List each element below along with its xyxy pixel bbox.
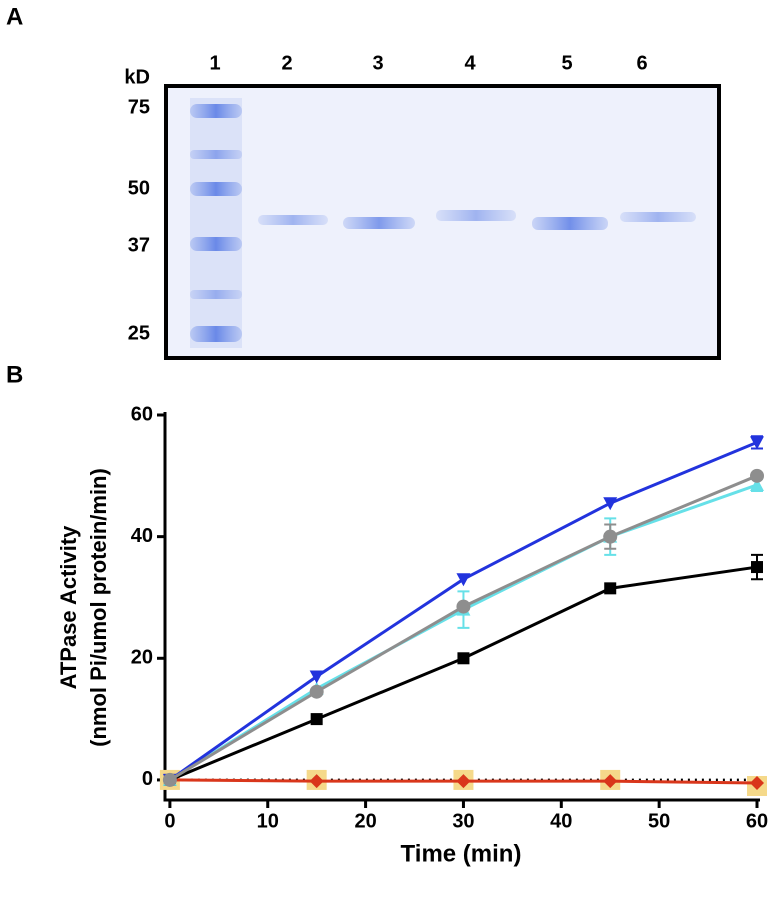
data-point	[604, 582, 617, 595]
ladder-band	[190, 182, 242, 196]
gel-marker-label: 37	[128, 234, 150, 256]
data-point	[457, 652, 470, 665]
data-point	[751, 561, 763, 574]
sample-band	[436, 210, 516, 221]
x-tick-label: 30	[452, 810, 474, 832]
gel-unit: kD	[124, 66, 150, 88]
data-point	[750, 468, 764, 483]
sample-band	[343, 217, 415, 229]
data-point	[603, 774, 618, 789]
data-point	[310, 713, 323, 726]
ladder-band	[190, 326, 242, 342]
y-axis-title: ATPase Activity	[56, 525, 81, 690]
lane-label: 4	[464, 52, 476, 74]
x-tick-label: 60	[746, 810, 768, 832]
x-tick-label: 50	[648, 810, 670, 832]
x-tick-label: 0	[164, 810, 175, 832]
ladder-band	[190, 104, 242, 118]
y-tick-label: 60	[131, 403, 153, 425]
x-tick-label: 20	[354, 810, 376, 832]
y-axis-title: (nmol Pi/umol protein/min)	[86, 468, 111, 747]
x-axis-title: Time (min)	[401, 840, 522, 867]
ladder-band	[190, 290, 242, 299]
sample-band	[258, 215, 328, 225]
sample-band	[620, 212, 696, 222]
data-point	[309, 684, 324, 699]
ladder-band	[190, 150, 242, 159]
panel-label: B	[6, 361, 23, 388]
series-line	[169, 483, 758, 782]
sample-band	[532, 217, 608, 230]
data-point	[309, 670, 324, 684]
data-point	[309, 774, 324, 789]
gel-marker-label: 25	[128, 322, 150, 344]
lane-label: 1	[209, 52, 220, 74]
lane-label: 5	[561, 52, 572, 74]
gel-marker-label: 50	[128, 177, 150, 199]
lane-label: 2	[281, 52, 292, 74]
data-point	[603, 497, 618, 511]
data-point	[162, 772, 177, 787]
panel-label: A	[6, 3, 23, 30]
data-point	[456, 599, 471, 614]
gel	[164, 84, 721, 360]
data-point	[603, 529, 618, 544]
data-point	[456, 774, 471, 789]
y-tick-label: 40	[131, 525, 153, 547]
data-point	[750, 436, 764, 450]
data-point	[456, 573, 471, 587]
data-point	[750, 775, 764, 790]
gel-marker-label: 75	[128, 96, 150, 118]
lane-label: 6	[636, 52, 647, 74]
data-point	[750, 477, 764, 491]
ladder-lane	[190, 98, 242, 348]
y-tick-label: 20	[131, 647, 153, 669]
x-tick-label: 10	[257, 810, 279, 832]
y-tick-label: 0	[142, 768, 153, 790]
ladder-band	[190, 237, 242, 251]
x-tick-label: 40	[550, 810, 572, 832]
lane-label: 3	[372, 52, 383, 74]
